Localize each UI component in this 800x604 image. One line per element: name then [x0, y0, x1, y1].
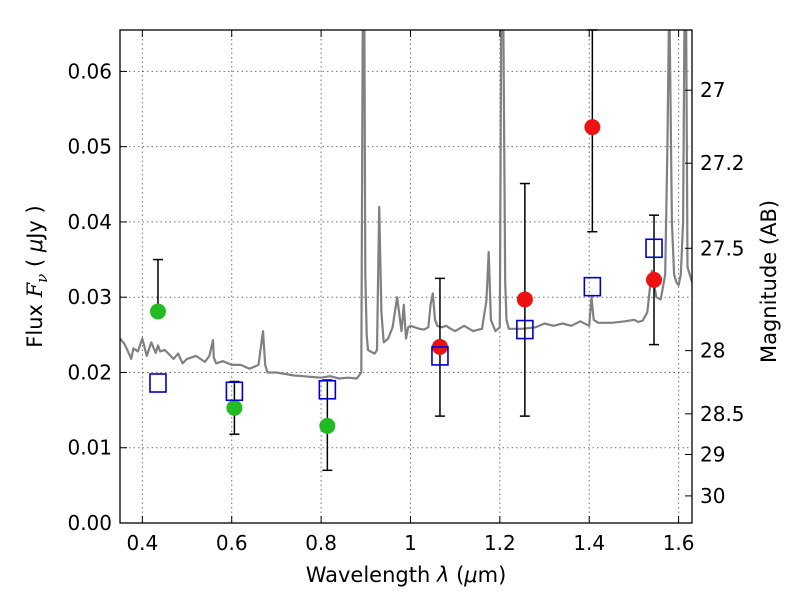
x-axis-label: Wavelength λ (μm) — [306, 563, 507, 587]
y-tick-label: 0.04 — [67, 210, 112, 234]
y-tick-label: 0.00 — [67, 511, 112, 535]
filled-circle-point — [226, 399, 243, 416]
filled-circle-point — [319, 417, 336, 434]
open-square-point — [318, 379, 337, 400]
filled-circle-point — [646, 271, 663, 288]
filled-circle-point — [516, 291, 533, 308]
open-square-point — [645, 238, 663, 259]
right-tick-label: 30 — [700, 484, 725, 508]
right-tick-label: 29 — [700, 443, 725, 467]
x-tick-label: 0.6 — [216, 531, 248, 555]
y-axis-label: Flux Fν ( μJy ) — [23, 205, 51, 347]
plot-frame — [119, 29, 693, 524]
open-square-point — [516, 319, 534, 340]
x-tick-label: 1 — [404, 531, 417, 555]
open-square-point — [431, 346, 449, 366]
marker-layer — [149, 119, 663, 434]
x-tick-label: 0.4 — [126, 531, 158, 555]
ticks: 0.4 0.6 0.8 1 1.2 1.4 1.6 0.00 0.01 0.02 0.03 0.04 0… — [67, 30, 745, 555]
x-tick-label: 1.6 — [663, 531, 695, 555]
right-tick-label: 27.5 — [700, 236, 745, 260]
right-tick-label: 27.2 — [700, 151, 745, 175]
model-spectrum-line — [120, 30, 692, 380]
grid — [120, 30, 692, 524]
open-square-point — [225, 381, 244, 402]
y-tick-label: 0.03 — [67, 285, 112, 309]
filled-circle-point — [584, 119, 601, 136]
model-spectrum-layer — [120, 30, 692, 380]
x-tick-label: 1.2 — [484, 531, 516, 555]
filled-circle-point — [149, 303, 166, 320]
y-tick-label: 0.02 — [67, 360, 112, 384]
right-tick-label: 28 — [700, 339, 725, 363]
right-tick-label: 27 — [700, 78, 725, 102]
right-tick-label: 28.5 — [700, 402, 745, 426]
x-tick-label: 1.4 — [573, 531, 605, 555]
open-square-point — [149, 373, 167, 393]
y-tick-label: 0.01 — [67, 436, 112, 460]
y-tick-label: 0.05 — [67, 135, 112, 159]
x-tick-label: 0.8 — [305, 531, 337, 555]
y-tick-label: 0.06 — [67, 59, 112, 83]
right-axis-label: Magnitude (AB) — [757, 200, 781, 363]
open-square-point — [583, 276, 602, 297]
